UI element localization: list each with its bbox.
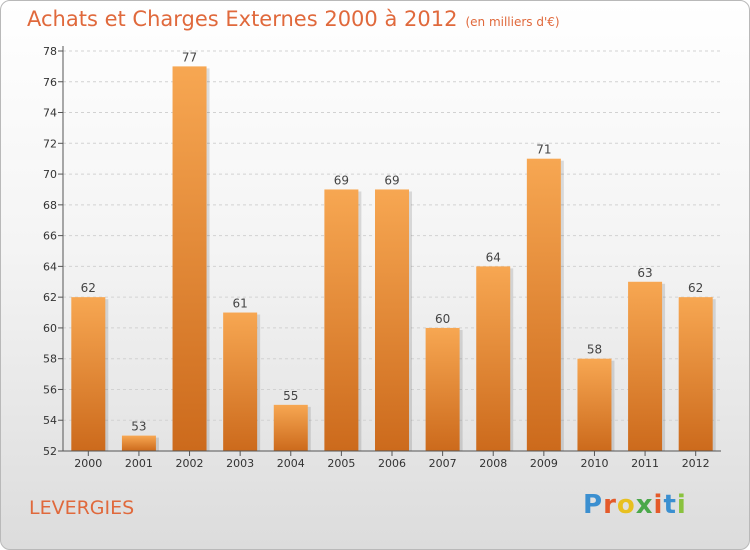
bar bbox=[172, 66, 207, 451]
bar-value-label: 58 bbox=[587, 343, 602, 357]
x-tick-label: 2000 bbox=[74, 457, 102, 470]
bar bbox=[324, 189, 359, 451]
x-tick-label: 2007 bbox=[429, 457, 457, 470]
x-tick-label: 2002 bbox=[176, 457, 204, 470]
brand-letter: i bbox=[676, 490, 687, 520]
brand-letter: i bbox=[653, 490, 664, 520]
bar bbox=[476, 266, 511, 451]
bar-value-label: 63 bbox=[637, 266, 652, 280]
y-tick-label: 60 bbox=[43, 322, 57, 335]
x-tick-label: 2009 bbox=[530, 457, 558, 470]
y-tick-label: 54 bbox=[43, 414, 57, 427]
x-tick-label: 2011 bbox=[631, 457, 659, 470]
bar bbox=[628, 281, 663, 451]
bar bbox=[577, 358, 612, 451]
x-tick-label: 2008 bbox=[479, 457, 507, 470]
bar-value-label: 71 bbox=[536, 143, 551, 157]
y-tick-label: 72 bbox=[43, 137, 57, 150]
bar-value-label: 53 bbox=[131, 420, 146, 434]
axes: 52 54 56 58 60 62 64 66 68 70 72 74 76 78 2000 2001 2002… bbox=[43, 45, 721, 470]
y-tick-label: 68 bbox=[43, 199, 57, 212]
bar-value-label: 62 bbox=[81, 281, 96, 295]
location-label: LEVERGIES bbox=[29, 497, 135, 519]
y-tick-label: 78 bbox=[43, 45, 57, 58]
y-tick-label: 58 bbox=[43, 353, 57, 366]
bars: 62 53 77 61 55 69 69 60 64 71 58 63 62 bbox=[71, 50, 716, 451]
brand-letter: t bbox=[663, 490, 677, 520]
chart-title: Achats et Charges Externes 2000 à 2012 bbox=[27, 7, 458, 31]
x-tick-label: 2010 bbox=[580, 457, 608, 470]
brand-letter: o bbox=[616, 490, 636, 520]
y-tick-label: 74 bbox=[43, 107, 57, 120]
y-tick-label: 70 bbox=[43, 168, 57, 181]
bar-value-label: 55 bbox=[283, 389, 298, 403]
brand-letter: P bbox=[583, 490, 604, 520]
bar-value-label: 69 bbox=[384, 173, 399, 187]
brand-letter: x bbox=[635, 490, 654, 520]
x-tick-label: 2006 bbox=[378, 457, 406, 470]
y-tick-label: 66 bbox=[43, 230, 57, 243]
bar bbox=[425, 327, 460, 451]
y-tick-label: 62 bbox=[43, 291, 57, 304]
bar-value-label: 69 bbox=[334, 173, 349, 187]
bar-value-label: 61 bbox=[233, 297, 248, 311]
bar-value-label: 62 bbox=[688, 281, 703, 295]
chart-subtitle: (en milliers d'€) bbox=[465, 15, 560, 29]
y-tick-label: 52 bbox=[43, 445, 57, 458]
x-tick-label: 2012 bbox=[682, 457, 710, 470]
bar bbox=[223, 312, 258, 451]
y-tick-label: 76 bbox=[43, 76, 57, 89]
brand-logo: Proxiti bbox=[583, 490, 687, 520]
bar-value-label: 60 bbox=[435, 312, 450, 326]
chart-title-row: Achats et Charges Externes 2000 à 2012 (e… bbox=[27, 7, 560, 31]
y-tick-label: 64 bbox=[43, 260, 57, 273]
bar bbox=[375, 189, 409, 451]
x-tick-label: 2001 bbox=[125, 457, 153, 470]
bar bbox=[121, 435, 156, 451]
x-tick-label: 2004 bbox=[277, 457, 305, 470]
y-tick-label: 56 bbox=[43, 383, 57, 396]
brand-letter: r bbox=[603, 490, 617, 520]
bar bbox=[71, 297, 106, 451]
bar-value-label: 64 bbox=[486, 250, 501, 264]
bar-value-label: 77 bbox=[182, 50, 197, 64]
x-tick-label: 2003 bbox=[226, 457, 254, 470]
bar bbox=[678, 297, 713, 451]
bar bbox=[273, 404, 308, 451]
x-tick-label: 2005 bbox=[327, 457, 355, 470]
bar bbox=[526, 158, 561, 451]
